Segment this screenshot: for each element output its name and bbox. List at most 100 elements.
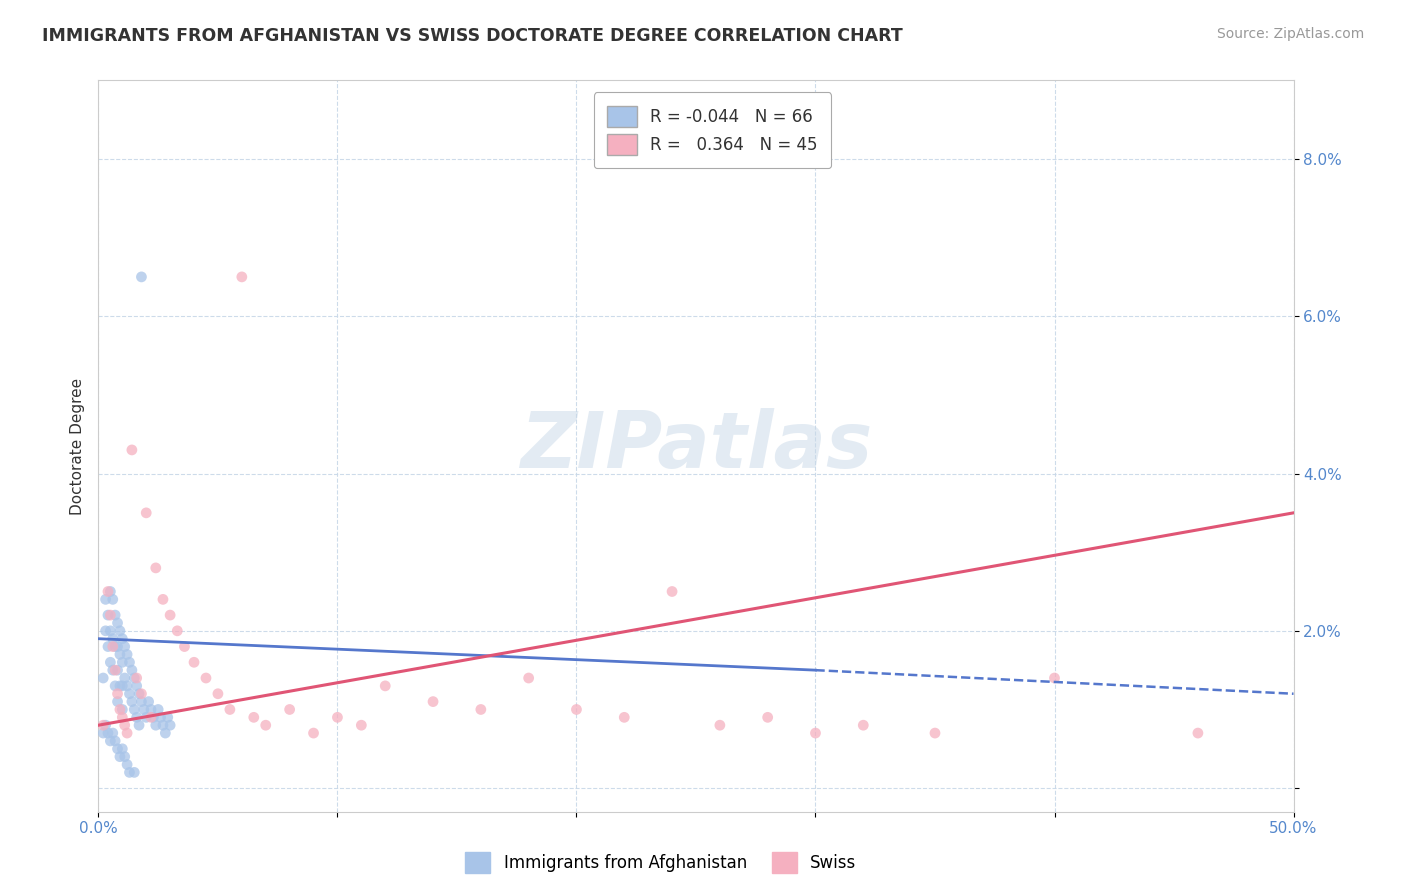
Point: [231, 269, 253, 284]
Point: [108, 679, 131, 693]
Point: [924, 726, 946, 740]
Point: [661, 584, 683, 599]
Point: [111, 741, 134, 756]
Point: [124, 671, 146, 685]
Point: [132, 702, 155, 716]
Point: [91, 671, 114, 685]
Legend: Immigrants from Afghanistan, Swiss: Immigrants from Afghanistan, Swiss: [458, 846, 863, 880]
Point: [183, 655, 205, 669]
Point: [131, 269, 153, 284]
Point: [98, 608, 122, 623]
Point: [374, 679, 396, 693]
Point: [107, 687, 129, 701]
Point: [121, 442, 143, 457]
Point: [326, 710, 349, 724]
Point: [101, 663, 124, 677]
Point: [114, 749, 136, 764]
Point: [94, 718, 117, 732]
Point: [101, 632, 124, 646]
Point: [195, 671, 218, 685]
Point: [804, 726, 827, 740]
Point: [104, 734, 127, 748]
Text: ZIPatlas: ZIPatlas: [520, 408, 872, 484]
Point: [91, 718, 114, 732]
Point: [709, 718, 731, 732]
Point: [121, 695, 143, 709]
Point: [98, 624, 122, 638]
Point: [104, 663, 127, 677]
Point: [166, 624, 188, 638]
Point: [278, 702, 301, 716]
Point: [111, 679, 134, 693]
Point: [565, 702, 588, 716]
Point: [111, 702, 134, 716]
Point: [155, 726, 177, 740]
Point: [98, 734, 122, 748]
Point: [149, 710, 172, 724]
Point: [243, 710, 266, 724]
Point: [107, 741, 129, 756]
Legend: R = -0.044   N = 66, R =   0.364   N = 45: R = -0.044 N = 66, R = 0.364 N = 45: [593, 92, 831, 169]
Point: [104, 608, 127, 623]
Point: [121, 663, 143, 677]
Point: [107, 640, 129, 654]
Text: IMMIGRANTS FROM AFGHANISTAN VS SWISS DOCTORATE DEGREE CORRELATION CHART: IMMIGRANTS FROM AFGHANISTAN VS SWISS DOC…: [42, 27, 903, 45]
Point: [104, 640, 127, 654]
Point: [115, 726, 138, 740]
Point: [118, 655, 141, 669]
Point: [101, 640, 124, 654]
Point: [107, 663, 129, 677]
Point: [107, 615, 129, 630]
Point: [114, 718, 136, 732]
Point: [128, 687, 150, 701]
Point: [125, 679, 148, 693]
Point: [219, 702, 242, 716]
Point: [111, 632, 134, 646]
Point: [108, 749, 131, 764]
Point: [470, 702, 492, 716]
Point: [108, 648, 131, 662]
Point: [97, 608, 120, 623]
Y-axis label: Doctorate Degree: Doctorate Degree: [69, 377, 84, 515]
Point: [152, 592, 174, 607]
Point: [91, 726, 114, 740]
Point: [135, 506, 157, 520]
Point: [115, 757, 138, 772]
Point: [115, 679, 138, 693]
Point: [125, 710, 148, 724]
Point: [1043, 671, 1066, 685]
Point: [135, 710, 157, 724]
Point: [422, 695, 444, 709]
Point: [173, 640, 195, 654]
Point: [114, 671, 136, 685]
Point: [145, 561, 167, 575]
Point: [94, 592, 117, 607]
Point: [613, 710, 636, 724]
Point: [159, 608, 181, 623]
Point: [115, 648, 138, 662]
Point: [124, 765, 146, 780]
Point: [111, 710, 134, 724]
Point: [97, 640, 120, 654]
Point: [131, 695, 153, 709]
Point: [98, 655, 122, 669]
Point: [350, 718, 373, 732]
Point: [98, 584, 122, 599]
Point: [517, 671, 540, 685]
Point: [118, 765, 141, 780]
Point: [94, 624, 117, 638]
Point: [111, 655, 134, 669]
Point: [97, 584, 120, 599]
Point: [152, 718, 174, 732]
Point: [254, 718, 277, 732]
Point: [302, 726, 325, 740]
Point: [108, 624, 131, 638]
Point: [114, 640, 136, 654]
Point: [125, 671, 148, 685]
Point: [1187, 726, 1209, 740]
Point: [124, 702, 146, 716]
Point: [118, 687, 141, 701]
Point: [756, 710, 779, 724]
Point: [852, 718, 875, 732]
Point: [139, 710, 162, 724]
